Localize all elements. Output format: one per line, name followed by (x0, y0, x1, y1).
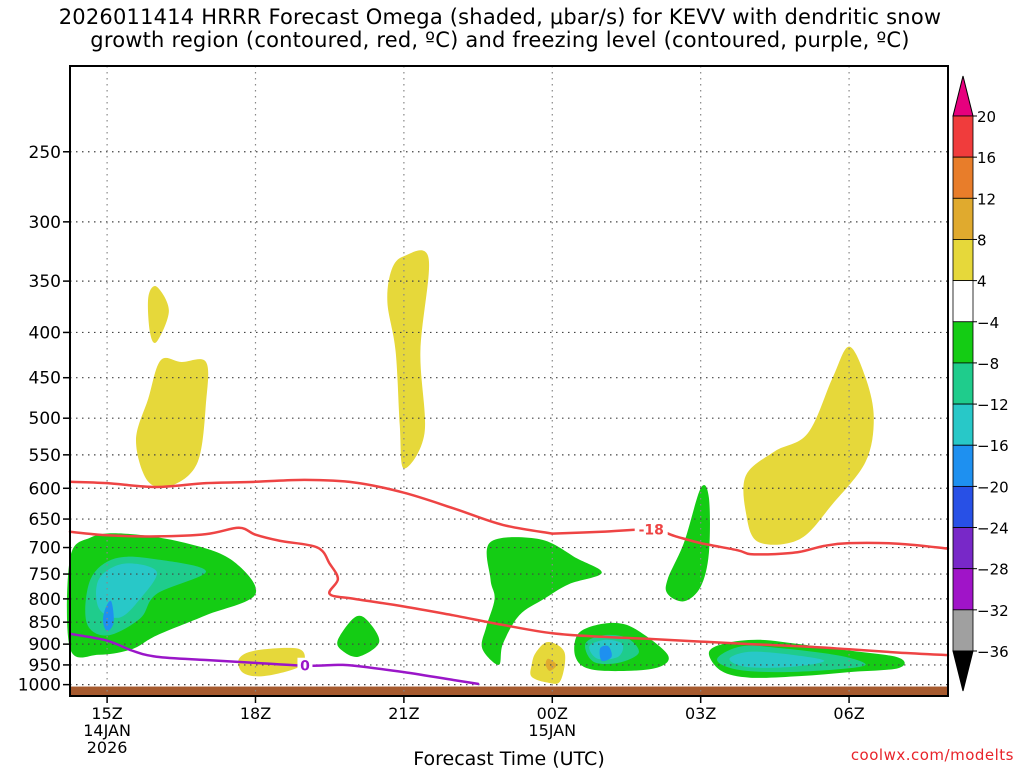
x-tick-label-03Z: 03Z (685, 704, 716, 723)
omega-region-sink-18z (238, 647, 305, 677)
colorbar-bottom-arrow (952, 650, 974, 692)
omega-region-sink-05z (743, 346, 874, 545)
x-tick-label-18Z: 18Z (240, 704, 271, 723)
colorbar-label-0: 20 (977, 108, 996, 126)
colorbar-label-2: 12 (977, 190, 996, 208)
colorbar-label-4: 4 (977, 273, 987, 291)
y-tick-label-500: 500 (29, 409, 61, 429)
colorbar-band-11 (952, 568, 974, 611)
omega-region-sink-21z (387, 250, 430, 469)
contour-label-dendritic-18: -18 (639, 523, 664, 539)
x-axis-label: Forecast Time (UTC) (413, 748, 604, 768)
omega-region-rise-05z-inner (729, 651, 825, 668)
colorbar-label-11: −28 (977, 561, 1009, 579)
y-tick-label-750: 750 (29, 565, 61, 585)
colorbar-label-3: 8 (977, 231, 987, 249)
colorbar-label-8: −16 (977, 437, 1009, 455)
colorbar-band-8 (952, 444, 974, 487)
colorbar-label-5: −4 (977, 314, 999, 332)
colorbar: 20 16 12 8 4 −4 −8 −12 −16 −20 −24 −28 −32 −36 (952, 75, 1009, 692)
omega-region-rise-03z (665, 485, 710, 602)
title-line-2: growth region (contoured, red, ºC) and f… (90, 28, 910, 52)
ground-fill (70, 686, 948, 696)
y-tick-label-850: 850 (29, 613, 61, 633)
grid-lines (70, 66, 948, 696)
colorbar-label-1: 16 (977, 149, 996, 167)
colorbar-band-3 (952, 239, 974, 282)
y-tick-label-950: 950 (29, 656, 61, 676)
colorbar-label-6: −8 (977, 355, 999, 373)
y-tick-label-550: 550 (29, 446, 61, 466)
contour-dendritic-18 (551, 528, 950, 556)
colorbar-band-12 (952, 609, 974, 652)
colorbar-band-0 (952, 115, 974, 158)
x-tick-year-15Z: 2026 (87, 738, 128, 757)
colorbar-band-7 (952, 403, 974, 446)
x-tick-label-21Z: 21Z (388, 704, 419, 723)
contour-freezing-level (68, 632, 480, 686)
y-tick-label-300: 300 (29, 213, 61, 233)
colorbar-band-2 (952, 197, 974, 240)
colorbar-band-5 (952, 321, 974, 364)
colorbar-band-9 (952, 485, 974, 528)
colorbar-band-6 (952, 362, 974, 405)
credit-text: coolwx.com/modelts (850, 746, 1014, 764)
y-axis-ticks: 2503003504004505005506006507007508008509… (18, 143, 70, 696)
y-tick-label-700: 700 (29, 539, 61, 559)
colorbar-label-7: −12 (977, 396, 1009, 414)
x-tick-label-00Z: 00Z (537, 704, 568, 723)
plot-frame (69, 65, 949, 697)
x-tick-sublabel-00Z: 15JAN (528, 721, 576, 740)
x-tick-label-15Z: 15Z (91, 704, 122, 723)
x-tick-label-06Z: 06Z (833, 704, 864, 723)
colorbar-label-13: −36 (977, 643, 1009, 661)
colorbar-label-12: −32 (977, 602, 1009, 620)
omega-region-rise-01z-peak (599, 645, 612, 662)
x-tick-sublabel-15Z: 14JAN (83, 721, 131, 740)
chart-title: 2026011414 HRRR Forecast Omega (shaded, … (0, 6, 1000, 52)
omega-region-rise-20z (337, 615, 380, 657)
y-tick-label-400: 400 (29, 323, 61, 343)
contour-dendritic-upper (68, 478, 554, 535)
y-tick-label-350: 350 (29, 272, 61, 292)
y-tick-label-250: 250 (29, 143, 61, 163)
omega-region-rise-23z (481, 537, 602, 665)
ground-layer (70, 686, 948, 696)
y-tick-label-650: 650 (29, 510, 61, 530)
y-tick-label-600: 600 (29, 479, 61, 499)
y-tick-label-450: 450 (29, 369, 61, 389)
y-tick-label-1000: 1000 (18, 676, 61, 696)
colorbar-label-9: −20 (977, 478, 1009, 496)
contour-label-bg-dendritic-18 (634, 521, 668, 538)
contour-lines: -18 0 (68, 478, 950, 686)
omega-shading (66, 250, 905, 684)
colorbar-label-10: −24 (977, 520, 1009, 538)
colorbar-band-1 (952, 156, 974, 199)
colorbar-band-4 (952, 280, 974, 323)
colorbar-band-10 (952, 527, 974, 570)
omega-region-rise-15z-peak (102, 600, 114, 632)
title-line-1: 2026011414 HRRR Forecast Omega (shaded, … (58, 5, 942, 29)
contour-dendritic-lower (68, 526, 950, 657)
contour-label-bg-freezing-level (297, 657, 313, 674)
y-tick-label-800: 800 (29, 590, 61, 610)
colorbar-top-arrow (952, 75, 974, 117)
contour-label-freezing-level: 0 (300, 659, 310, 675)
omega-region-sink-16z-upper (147, 286, 169, 344)
y-tick-label-900: 900 (29, 635, 61, 655)
